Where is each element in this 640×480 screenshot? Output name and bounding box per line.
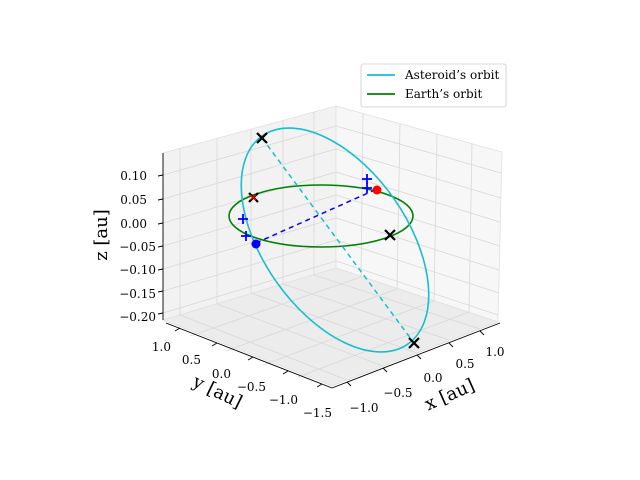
cross-marker — [384, 229, 396, 241]
tick-marks — [157, 174, 485, 388]
z-tick-label: −0.20 — [119, 310, 156, 324]
earth-orbit — [228, 184, 414, 248]
x-tick-labels: −1.0 −0.5 0.0 0.5 1.0 — [349, 345, 504, 415]
z-tick-label: 0.00 — [120, 217, 147, 231]
z-tick-label: −0.05 — [119, 240, 156, 254]
legend-label-earth: Earth’s orbit — [405, 87, 482, 101]
y-tick-label: −1.0 — [269, 393, 298, 407]
x-tick-label: 0.5 — [455, 357, 474, 371]
red-cross-marker — [249, 194, 257, 201]
asteroid-node-line — [261, 137, 415, 344]
y-tick-label: 0.0 — [212, 367, 231, 381]
x-tick-label: −1.0 — [349, 401, 378, 415]
z-tick-labels: 0.10 0.05 0.00 −0.05 −0.10 −0.15 −0.20 — [119, 169, 156, 324]
y-tick-label: 1.0 — [152, 340, 171, 354]
x-tick-label: −0.5 — [383, 386, 412, 400]
asteroid-orbit — [240, 127, 430, 353]
plus-marker — [362, 183, 372, 193]
y-axis-line — [165, 322, 333, 389]
axes-panes — [161, 105, 503, 387]
x-tick-label: 1.0 — [485, 345, 504, 359]
cross-marker — [256, 132, 268, 144]
x-tick-label: 0.0 — [423, 371, 442, 385]
plus-marker — [238, 214, 248, 224]
plus-marker — [362, 174, 372, 184]
y-tick-label: 0.5 — [182, 353, 201, 367]
cross-marker — [408, 337, 420, 349]
x-axis-line — [331, 322, 501, 389]
y-tick-labels: 1.0 0.5 0.0 −0.5 −1.0 −1.5 — [152, 340, 332, 420]
red-dot-marker — [372, 185, 382, 195]
y-tick-label: −1.5 — [303, 406, 332, 420]
plus-marker — [241, 231, 251, 241]
z-tick-label: 0.10 — [120, 169, 147, 183]
axis-lines — [162, 153, 501, 389]
legend-box — [360, 63, 507, 108]
earth-node-line — [255, 188, 378, 244]
z-tick-label: −0.10 — [119, 263, 156, 277]
z-tick-label: −0.15 — [119, 287, 156, 301]
y-tick-label: −0.5 — [237, 380, 266, 394]
legend-label-asteroid: Asteroid’s orbit — [404, 68, 499, 82]
markers — [238, 132, 420, 349]
z-tick-label: 0.05 — [120, 193, 147, 207]
legend: Asteroid’s orbit Earth’s orbit — [360, 63, 507, 108]
blue-dot-marker — [251, 239, 261, 249]
z-axis-label: z [au] — [91, 209, 112, 261]
